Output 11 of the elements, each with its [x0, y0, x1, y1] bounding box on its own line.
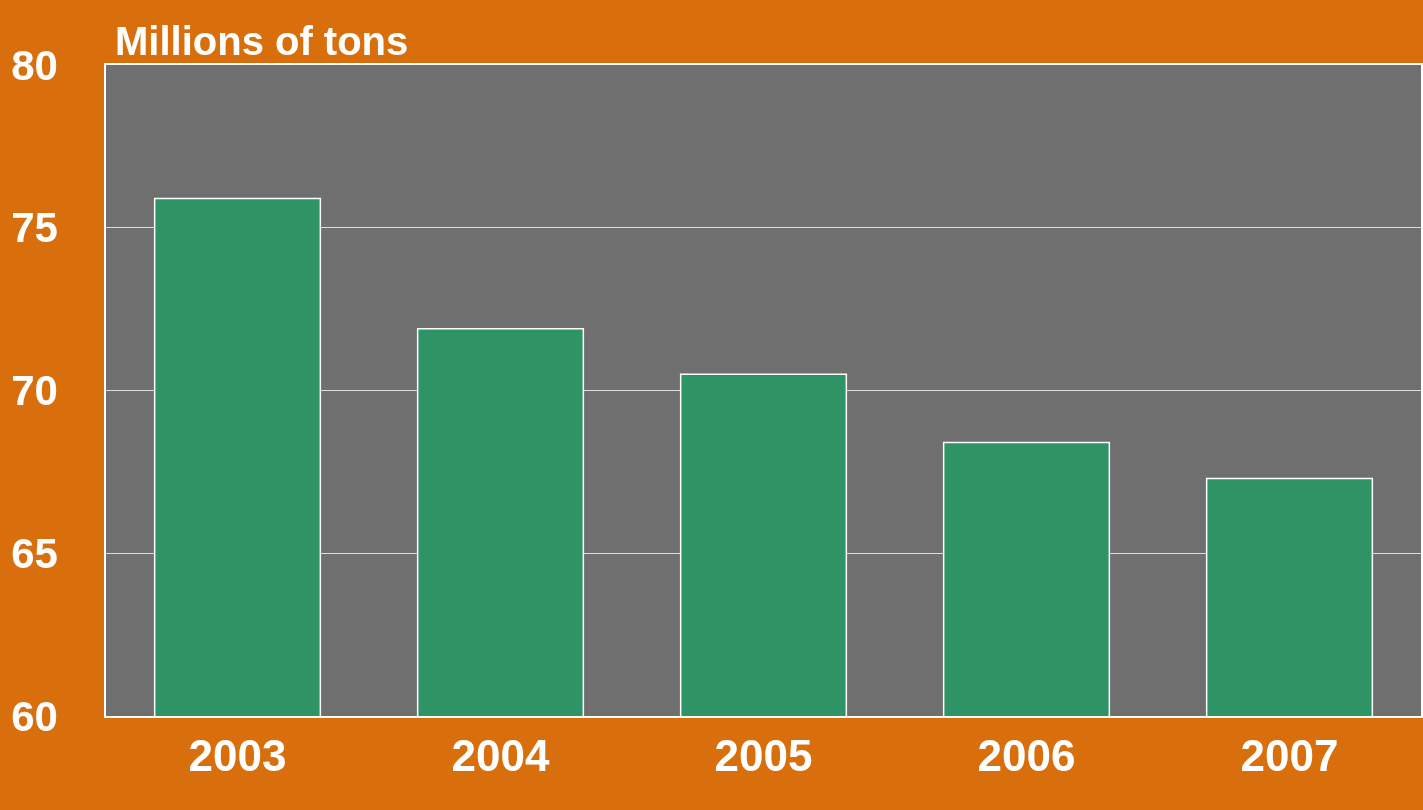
x-tick-label: 2006 [977, 730, 1076, 780]
x-tick-label: 2003 [188, 730, 287, 780]
x-tick-label: 2005 [714, 730, 813, 780]
y-tick-label: 65 [11, 529, 58, 577]
y-axis-title: Millions of tons [115, 19, 409, 63]
x-tick-label: 2004 [451, 730, 550, 780]
y-tick-label: 75 [11, 204, 58, 252]
y-tick-label: 80 [11, 41, 58, 89]
y-tick-label: 70 [11, 367, 58, 415]
x-tick-label: 2007 [1240, 730, 1339, 780]
y-tick-label: 60 [11, 692, 58, 740]
